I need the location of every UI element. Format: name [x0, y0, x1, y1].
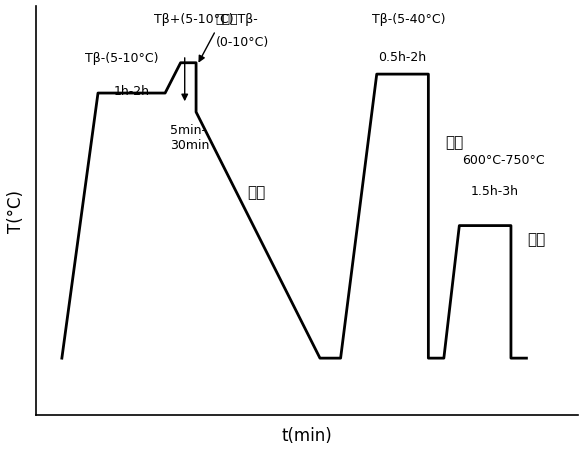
X-axis label: t(min): t(min) — [282, 426, 332, 444]
Text: Tβ-(5-10°C): Tβ-(5-10°C) — [85, 51, 159, 64]
Text: 0.5h-2h: 0.5h-2h — [378, 51, 426, 64]
Text: 1.5h-3h: 1.5h-3h — [471, 185, 519, 198]
Text: 1h-2h: 1h-2h — [113, 85, 150, 98]
Text: 600°C-750°C: 600°C-750°C — [462, 153, 545, 166]
Text: 炉冷: 炉冷 — [247, 185, 266, 200]
Text: 快冷到Tβ-: 快冷到Tβ- — [216, 13, 259, 26]
Text: 空冷: 空冷 — [445, 135, 463, 150]
Text: Tβ-(5-40°C): Tβ-(5-40°C) — [371, 13, 445, 26]
Text: (0-10°C): (0-10°C) — [216, 37, 269, 49]
Text: 5min-
30min: 5min- 30min — [170, 124, 209, 152]
Y-axis label: T(°C): T(°C) — [7, 189, 25, 232]
Text: Tβ+(5-10°C): Tβ+(5-10°C) — [154, 13, 233, 26]
Text: 空冷: 空冷 — [528, 232, 546, 247]
